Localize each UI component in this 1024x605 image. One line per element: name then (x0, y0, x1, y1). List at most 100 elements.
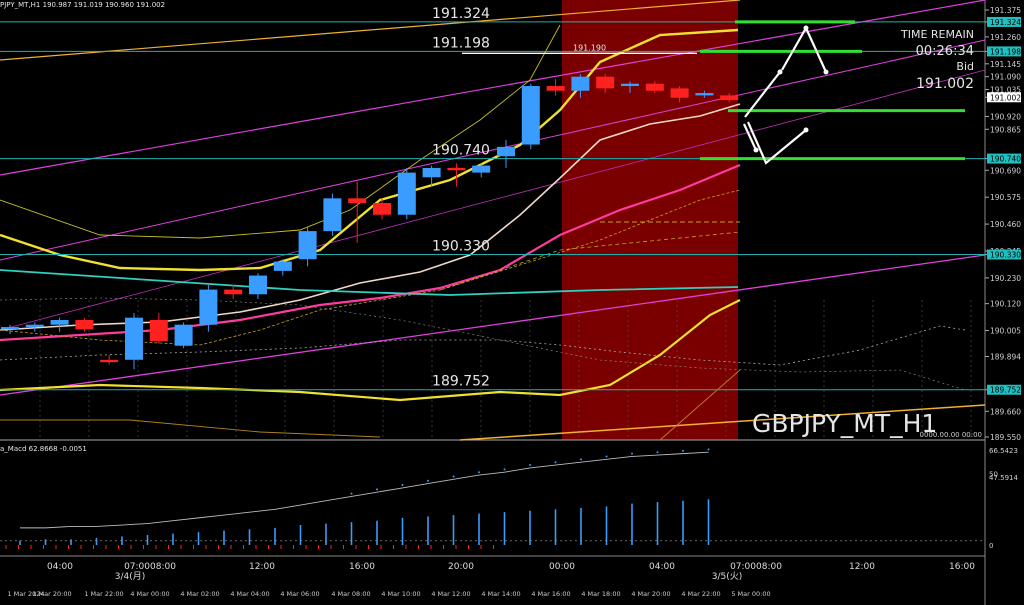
time-label: 12:00 (849, 562, 875, 572)
macd-label: a_Macd 62.8668 -0.0051 (0, 445, 87, 453)
time-label: 07:0008:00 (124, 562, 176, 572)
candle (546, 86, 565, 91)
date-label: 4 Mar 18:00 (581, 590, 620, 598)
date-label: 1 Mar 22:00 (84, 590, 123, 598)
candle (472, 165, 491, 173)
macd-dot (350, 492, 353, 495)
level-label: 191.324 (432, 6, 490, 22)
price-tick-label: 191.002 (990, 93, 1021, 102)
arrow-head (753, 147, 759, 153)
macd-tick-label: 66.5423 (989, 447, 1018, 455)
price-tick-label: 189.894 (990, 353, 1021, 362)
candle (621, 83, 639, 87)
cloud-edge (0, 297, 966, 391)
chart-header: PJPY_MT,H1 190.987 191.019 190.960 191.0… (0, 1, 165, 9)
price-tick-label: 190.575 (990, 193, 1021, 202)
macd-tick-label: 50 (989, 471, 998, 479)
candle (397, 172, 416, 215)
macd-dot (452, 475, 455, 478)
time-label: 16:00 (949, 562, 975, 572)
candle (571, 76, 590, 91)
level-label: 189.752 (432, 374, 490, 390)
price-tick-label: 190.120 (990, 300, 1021, 309)
price-tick-label: 190.740 (990, 155, 1021, 164)
arrow-head (777, 69, 783, 75)
channel-line (0, 69, 986, 331)
cloud-edge (0, 325, 966, 366)
time-label: 04:00 (649, 562, 675, 572)
candle (249, 275, 267, 295)
candle (720, 95, 739, 101)
small-level-label: 191.190 (573, 43, 606, 52)
channel-line (0, 254, 986, 396)
candle (298, 231, 317, 260)
candle (422, 167, 441, 178)
price-tick-label: 191.260 (990, 33, 1021, 42)
macd-signal-line (20, 451, 709, 529)
envelope (439, 231, 741, 291)
time-remain-value: 00:26:34 (916, 44, 974, 59)
price-tick-label: 191.324 (990, 18, 1021, 27)
projection-arrow (744, 71, 781, 118)
date-label: 4 Mar 02:00 (180, 590, 219, 598)
price-tick-label: 191.198 (990, 47, 1021, 56)
macd-dot (376, 488, 378, 491)
macd-dot (478, 471, 480, 474)
bid-label: Bid (956, 60, 974, 73)
date-label: 4 Mar 08:00 (331, 590, 370, 598)
price-highlight (987, 16, 1021, 27)
macd-dot (427, 479, 429, 482)
candle (323, 198, 342, 232)
lower-band (0, 299, 741, 402)
price-highlight (987, 153, 1021, 164)
symbol-label: GBPJPY_MT_H1 (752, 409, 937, 438)
trend-line (659, 369, 741, 441)
macd-dot (580, 458, 582, 461)
price-tick-label: 190.460 (990, 220, 1021, 229)
date-label: 5 Mar 00:00 (731, 590, 770, 598)
bottom-readout: 0000.00.00 00:00 (920, 431, 982, 439)
time-label: 00:00 (549, 562, 575, 572)
macd-dot (631, 452, 633, 455)
time-label: 07:0008:00 (730, 562, 782, 572)
price-tick-label: 191.375 (990, 6, 1021, 15)
macd-dot (529, 464, 531, 467)
candle (348, 198, 367, 204)
price-tick-label: 190.005 (990, 327, 1021, 336)
price-tick-label: 191.145 (990, 60, 1021, 69)
candle (596, 76, 615, 89)
candle (373, 203, 391, 215)
time-label: 3/5(火) (712, 571, 743, 582)
macd-dot (682, 449, 684, 452)
date-label: 4 Mar 06:00 (280, 590, 319, 598)
macd-dot (656, 451, 659, 454)
date-label: 4 Mar 00:00 (130, 590, 169, 598)
price-highlight (987, 46, 1021, 57)
highlight-zone (562, 0, 738, 440)
date-label: 1 Mar 20:00 (32, 590, 71, 598)
candle (100, 359, 119, 363)
channel-line (0, 39, 986, 261)
level-label: 190.330 (432, 239, 490, 255)
price-tick-label: 190.690 (990, 166, 1021, 175)
macd-dot (401, 484, 404, 487)
macd-dot (605, 455, 608, 458)
candle (447, 167, 466, 171)
price-tick-label: 191.090 (990, 73, 1021, 82)
projection-arrow (743, 123, 757, 151)
price-highlight (987, 92, 1021, 103)
time-label: 20:00 (448, 562, 474, 572)
trend-line (0, 0, 741, 61)
date-label: 4 Mar 16:00 (531, 590, 570, 598)
time-remain-label: TIME REMAIN (900, 28, 974, 41)
channel-line (0, 0, 986, 176)
candle (50, 320, 69, 325)
macd-tick-label: 47.5914 (989, 474, 1018, 482)
level-label: 190.740 (432, 143, 490, 159)
price-highlight (987, 384, 1021, 395)
candle (645, 83, 664, 91)
candle (199, 289, 218, 325)
envelope (0, 189, 741, 346)
price-tick-label: 190.865 (990, 125, 1021, 134)
